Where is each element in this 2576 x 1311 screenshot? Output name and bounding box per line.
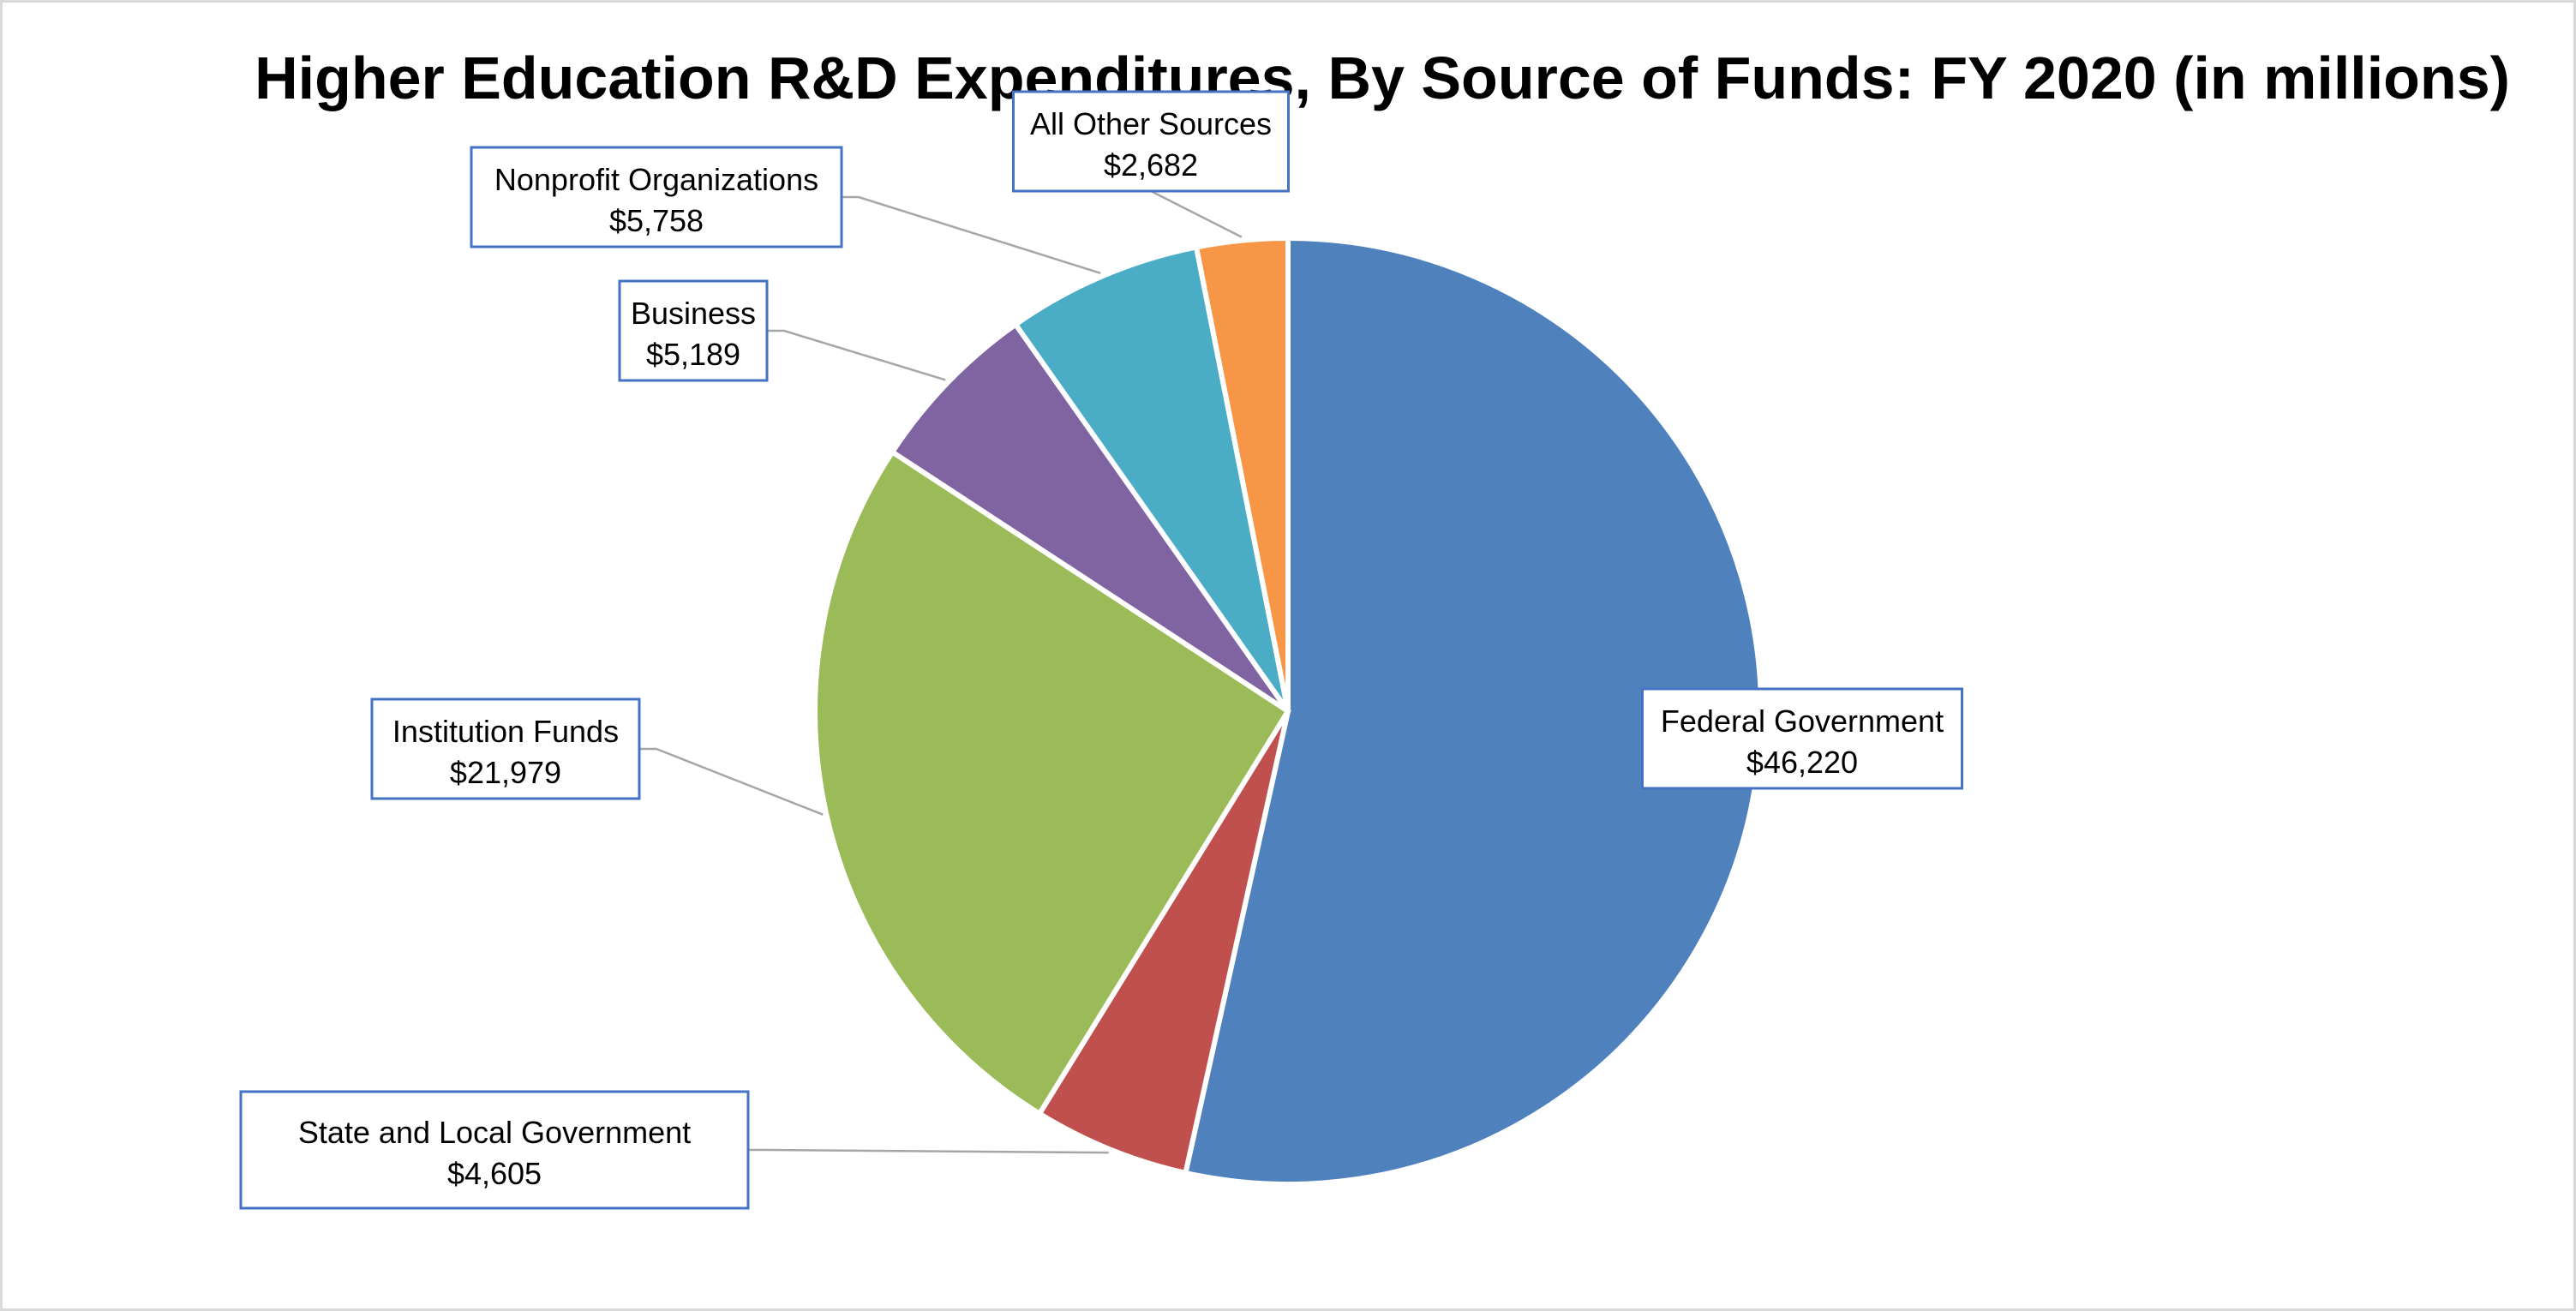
slice-name: Business	[631, 296, 756, 331]
slice-label-nonprofit-organizations: Nonprofit Organizations $5,758	[470, 146, 843, 248]
label-box	[370, 697, 641, 800]
pie-slice-institution-funds	[812, 448, 1292, 1117]
pie-chart: Higher Education R&D Expenditures, By So…	[239, 45, 2510, 1210]
slice-label-federal-government: Federal Government $46,220	[1641, 687, 1963, 790]
slice-name: Institution Funds	[392, 714, 619, 749]
slice-value: $46,220	[1746, 745, 1858, 780]
label-box	[1012, 90, 1290, 193]
label-box	[1641, 687, 1963, 790]
slice-label-institution-funds: Institution Funds $21,979	[370, 697, 641, 800]
slice-label-state-and-local-government: State and Local Government $4,605	[239, 1090, 750, 1210]
slice-name: Nonprofit Organizations	[494, 162, 818, 197]
pie-slice-nonprofit-organizations	[1011, 243, 1291, 713]
label-box	[618, 279, 769, 382]
slice-value: $5,189	[646, 337, 740, 372]
slice-name: All Other Sources	[1030, 106, 1272, 141]
label-box	[239, 1090, 750, 1210]
slice-value: $21,979	[450, 755, 561, 790]
pie-slices	[812, 235, 1764, 1187]
slice-value: $2,682	[1104, 147, 1198, 183]
label-box	[470, 146, 843, 248]
pie-slice-state-and-local-government	[1035, 709, 1291, 1176]
slice-name: State and Local Government	[298, 1115, 691, 1150]
slice-value: $5,758	[609, 203, 704, 238]
leader-lines	[639, 189, 1762, 1154]
chart-title: Higher Education R&D Expenditures, By So…	[255, 45, 2510, 111]
leader-line-institution-funds	[639, 747, 824, 816]
leader-line-business	[767, 329, 946, 381]
leader-line-all-other-sources	[1150, 189, 1243, 238]
leader-line-state-and-local-government	[748, 1148, 1109, 1154]
leader-line-nonprofit-organizations	[842, 195, 1101, 275]
slice-label-all-other-sources: All Other Sources $2,682	[1012, 90, 1290, 193]
slice-name: Federal Government	[1661, 703, 1944, 739]
slice-label-business: Business $5,189	[618, 279, 769, 382]
pie-slice-all-other-sources	[1193, 235, 1291, 712]
slice-labels: Federal Government $46,220 State and Local…	[239, 90, 1963, 1210]
slice-value: $4,605	[447, 1156, 542, 1191]
pie-slice-business	[889, 320, 1291, 714]
